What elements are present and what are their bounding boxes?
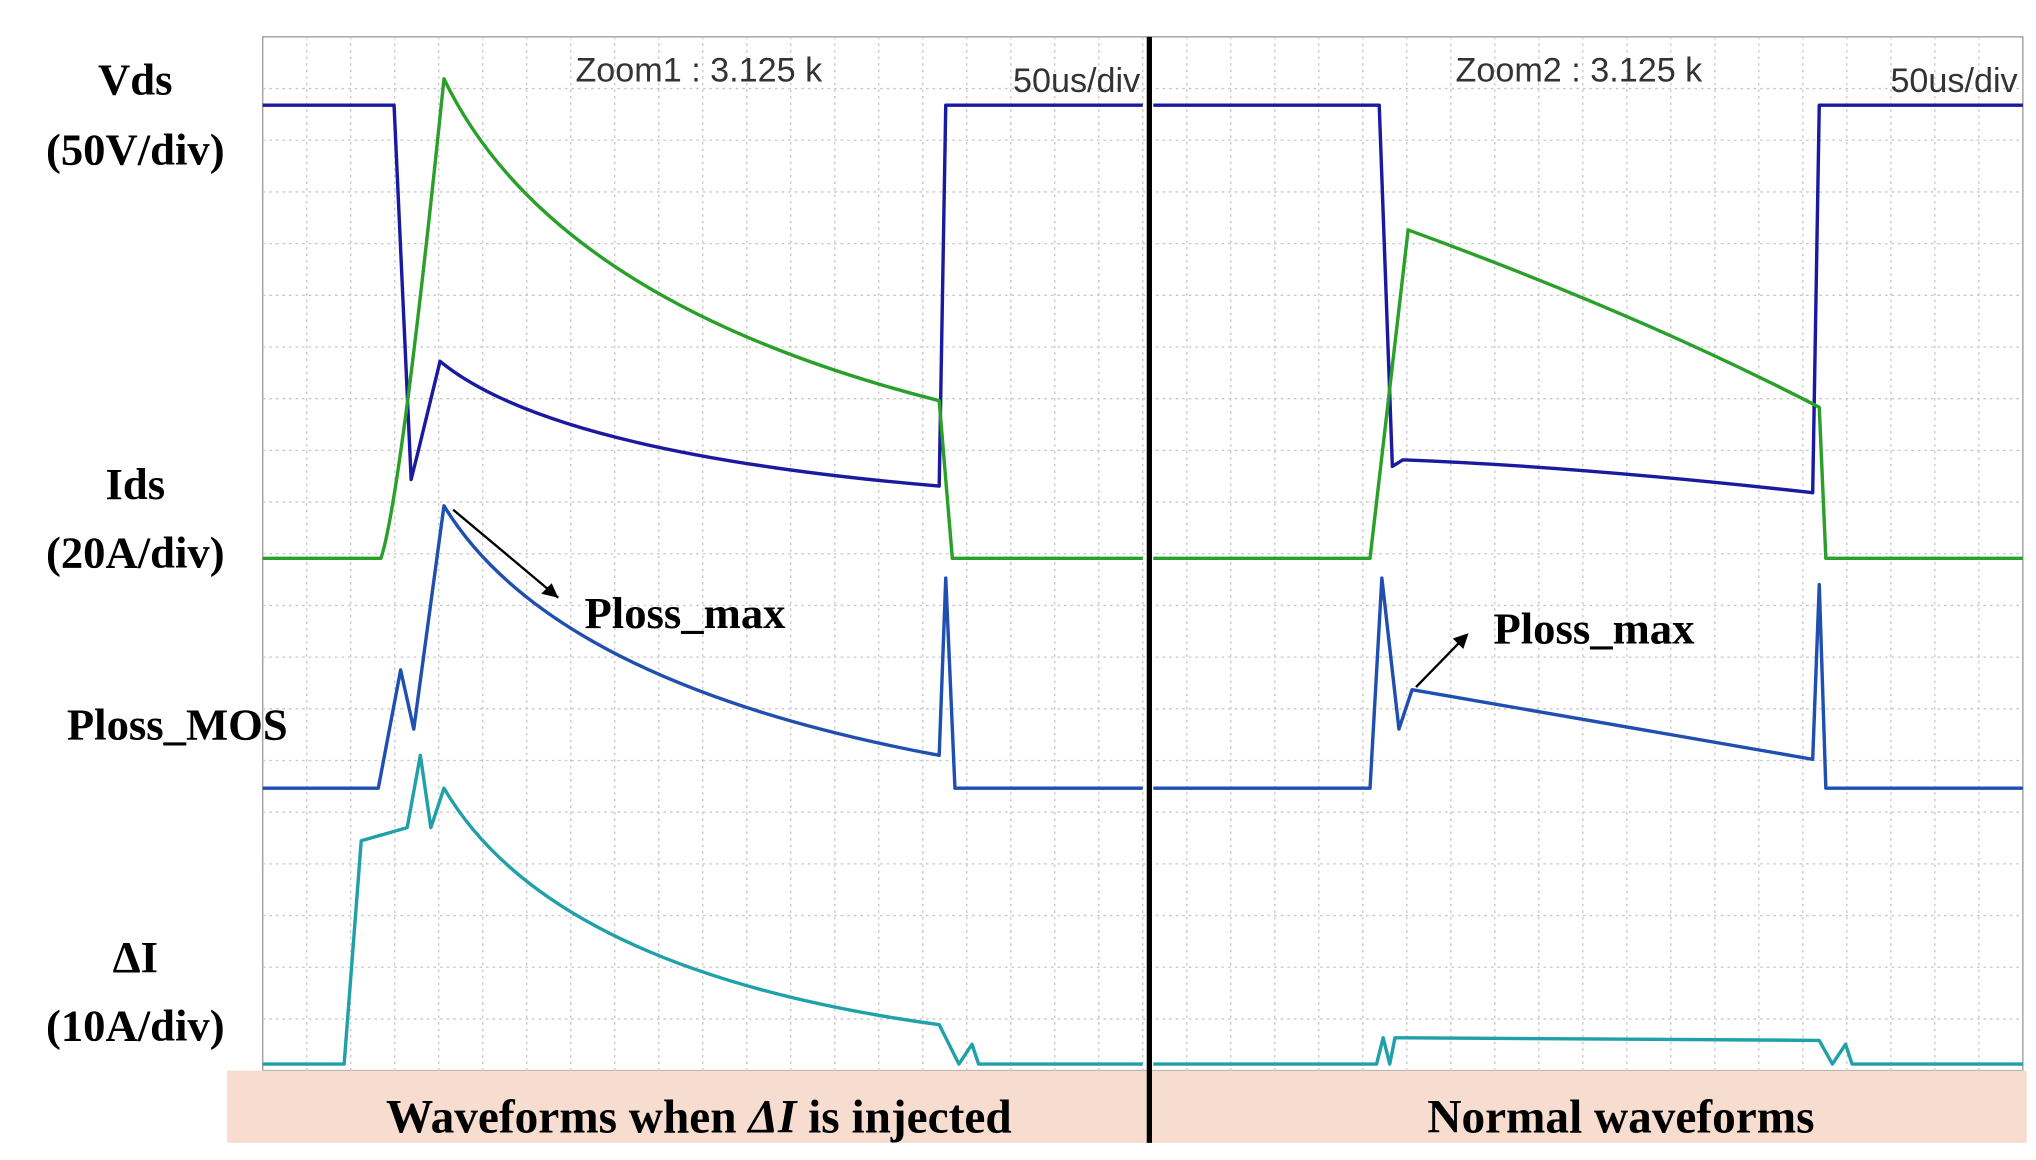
ids-scale: (20A/div) <box>46 528 225 578</box>
caption: Waveforms when ΔI is injected <box>386 1091 1012 1143</box>
vds-label: Vds <box>98 55 172 105</box>
timebase: 50us/div <box>1890 62 2017 100</box>
caption-band <box>227 1070 2027 1143</box>
zoom-label: Zoom2 : 3.125 k <box>1456 52 1704 90</box>
zoom-label: Zoom1 : 3.125 k <box>575 52 823 90</box>
di-scale: (10A/div) <box>46 1000 225 1050</box>
ploss-trace <box>262 504 2023 790</box>
annotation: Ploss_max <box>1494 604 1696 654</box>
annotation: Ploss_max <box>585 588 787 638</box>
caption-part: is injected <box>796 1091 1011 1143</box>
di-trace <box>262 753 2023 1066</box>
arrowhead <box>1452 633 1469 649</box>
caption: Normal waveforms <box>1427 1091 1814 1143</box>
arrow <box>1415 636 1466 688</box>
ploss-label: Ploss_MOS <box>67 700 288 750</box>
arrow <box>452 508 560 599</box>
grid <box>262 36 2023 1071</box>
caption-part: Waveforms when <box>386 1091 748 1143</box>
vds-trace <box>262 103 2023 495</box>
caption-part: ΔI <box>746 1091 798 1143</box>
ids-trace <box>262 77 2023 561</box>
ids-label: Ids <box>105 459 165 509</box>
timebase: 50us/div <box>1013 62 1140 100</box>
di-label: ΔI <box>113 932 158 982</box>
vds-scale: (50V/div) <box>46 124 225 174</box>
arrowhead <box>541 583 559 598</box>
